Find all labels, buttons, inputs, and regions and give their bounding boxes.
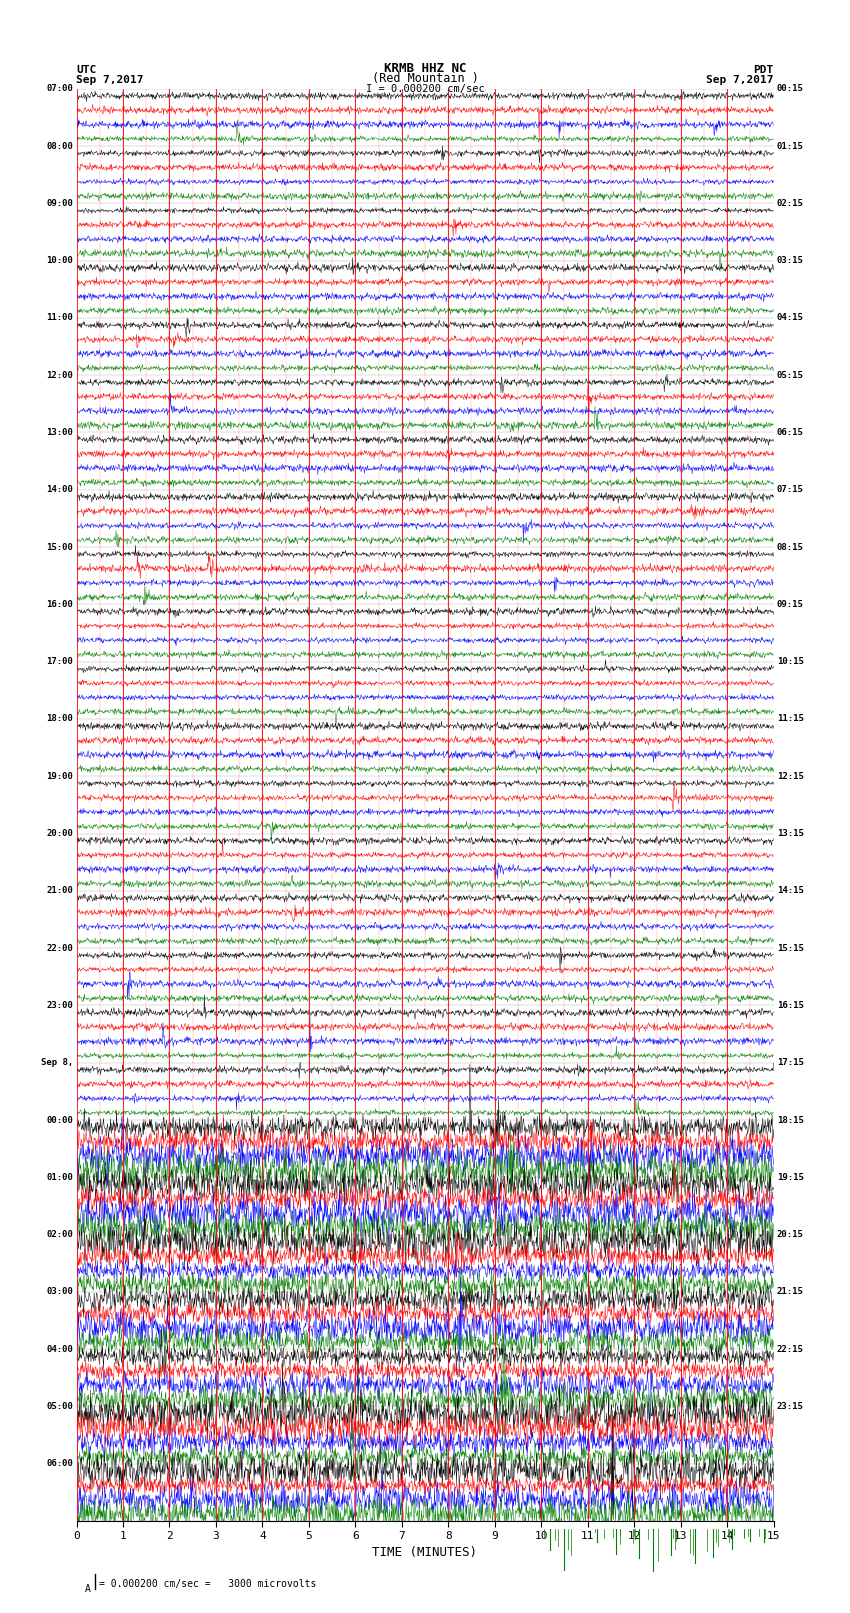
Text: 19:00: 19:00 <box>46 771 73 781</box>
Text: 22:00: 22:00 <box>46 944 73 953</box>
Text: 05:15: 05:15 <box>777 371 804 379</box>
Text: 01:15: 01:15 <box>777 142 804 150</box>
Text: 21:00: 21:00 <box>46 886 73 895</box>
Text: Sep 8,: Sep 8, <box>41 1058 73 1068</box>
Text: 10:00: 10:00 <box>46 256 73 265</box>
Text: 19:15: 19:15 <box>777 1173 804 1182</box>
Text: 20:00: 20:00 <box>46 829 73 839</box>
Text: 07:15: 07:15 <box>777 486 804 494</box>
Text: 10:15: 10:15 <box>777 656 804 666</box>
Text: 14:00: 14:00 <box>46 486 73 494</box>
Text: 11:00: 11:00 <box>46 313 73 323</box>
Text: UTC: UTC <box>76 65 97 76</box>
Text: 01:00: 01:00 <box>46 1173 73 1182</box>
Text: 22:15: 22:15 <box>777 1345 804 1353</box>
Text: 02:00: 02:00 <box>46 1231 73 1239</box>
Text: 23:15: 23:15 <box>777 1402 804 1411</box>
X-axis label: TIME (MINUTES): TIME (MINUTES) <box>372 1545 478 1558</box>
Text: 16:15: 16:15 <box>777 1002 804 1010</box>
Text: 03:00: 03:00 <box>46 1287 73 1297</box>
Text: 13:00: 13:00 <box>46 427 73 437</box>
Text: (Red Mountain ): (Red Mountain ) <box>371 71 479 84</box>
Text: 18:00: 18:00 <box>46 715 73 724</box>
Text: 16:00: 16:00 <box>46 600 73 608</box>
Text: 14:15: 14:15 <box>777 886 804 895</box>
Text: 17:00: 17:00 <box>46 656 73 666</box>
Text: 03:15: 03:15 <box>777 256 804 265</box>
Text: 20:15: 20:15 <box>777 1231 804 1239</box>
Text: 00:00: 00:00 <box>46 1116 73 1124</box>
Text: 17:15: 17:15 <box>777 1058 804 1068</box>
Text: 07:00: 07:00 <box>46 84 73 94</box>
Text: 18:15: 18:15 <box>777 1116 804 1124</box>
Text: A: A <box>85 1584 91 1594</box>
Text: PDT: PDT <box>753 65 774 76</box>
Text: 05:00: 05:00 <box>46 1402 73 1411</box>
Text: I = 0.000200 cm/sec: I = 0.000200 cm/sec <box>366 84 484 94</box>
Text: 12:15: 12:15 <box>777 771 804 781</box>
Text: 04:00: 04:00 <box>46 1345 73 1353</box>
Text: 15:00: 15:00 <box>46 542 73 552</box>
Text: 00:15: 00:15 <box>777 84 804 94</box>
Text: 08:15: 08:15 <box>777 542 804 552</box>
Text: 04:15: 04:15 <box>777 313 804 323</box>
Text: 15:15: 15:15 <box>777 944 804 953</box>
Text: 06:00: 06:00 <box>46 1460 73 1468</box>
Text: 06:15: 06:15 <box>777 427 804 437</box>
Text: 09:00: 09:00 <box>46 198 73 208</box>
Text: 02:15: 02:15 <box>777 198 804 208</box>
Text: 11:15: 11:15 <box>777 715 804 724</box>
Text: 08:00: 08:00 <box>46 142 73 150</box>
Text: 13:15: 13:15 <box>777 829 804 839</box>
Text: 09:15: 09:15 <box>777 600 804 608</box>
Text: 12:00: 12:00 <box>46 371 73 379</box>
Text: Sep 7,2017: Sep 7,2017 <box>76 74 144 84</box>
Text: 21:15: 21:15 <box>777 1287 804 1297</box>
Text: = 0.000200 cm/sec =   3000 microvolts: = 0.000200 cm/sec = 3000 microvolts <box>99 1579 317 1589</box>
Text: KRMB HHZ NC: KRMB HHZ NC <box>383 61 467 76</box>
Text: 23:00: 23:00 <box>46 1002 73 1010</box>
Text: Sep 7,2017: Sep 7,2017 <box>706 74 774 84</box>
